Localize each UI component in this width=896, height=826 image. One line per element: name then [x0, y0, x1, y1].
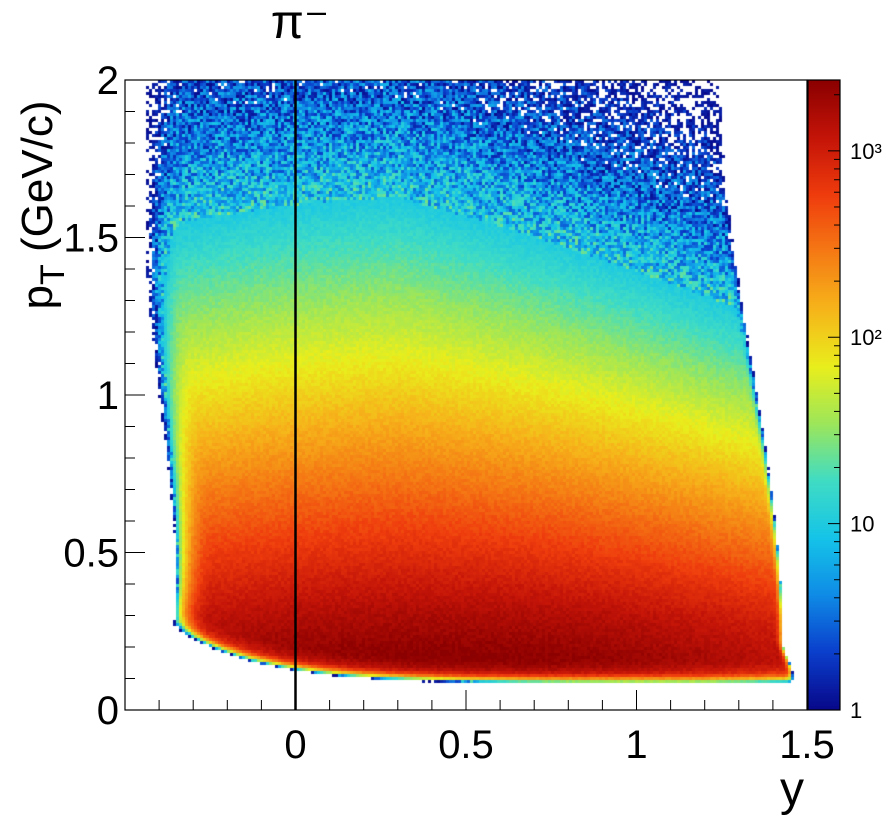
x-axis-ticks: 0 0.5 1 1.5 — [124, 690, 835, 767]
color-scale-bar — [808, 80, 840, 710]
plot-border — [124, 79, 808, 711]
x-tick-label: 0 — [284, 723, 306, 767]
color-tick-label: 10³ — [850, 139, 882, 164]
y-tick-label: 1.5 — [63, 217, 119, 261]
y-tick-label: 2 — [97, 59, 119, 103]
color-axis-ticks: 1 10 10² 10³ — [828, 94, 882, 723]
color-scale-border — [807, 79, 841, 711]
color-tick-label: 10² — [850, 325, 882, 350]
y-tick-label: 1 — [97, 374, 119, 418]
y-tick-label: 0.5 — [63, 532, 119, 576]
chart-title: π⁻ — [271, 0, 329, 49]
x-tick-label: 0.5 — [438, 723, 494, 767]
color-tick-label: 10 — [850, 512, 874, 537]
y-axis-ticks: 0 0.5 1 1.5 2 — [63, 59, 145, 733]
heatmap-area — [125, 80, 807, 710]
x-tick-label: 1 — [625, 723, 647, 767]
plot-frame — [124, 79, 841, 711]
y-axis-label: pT (GeV/c) — [13, 100, 72, 309]
color-tick-label: 1 — [850, 698, 862, 723]
x-axis-label: y — [780, 763, 804, 816]
x-tick-label: 1.5 — [779, 723, 835, 767]
y-tick-label: 0 — [97, 689, 119, 733]
